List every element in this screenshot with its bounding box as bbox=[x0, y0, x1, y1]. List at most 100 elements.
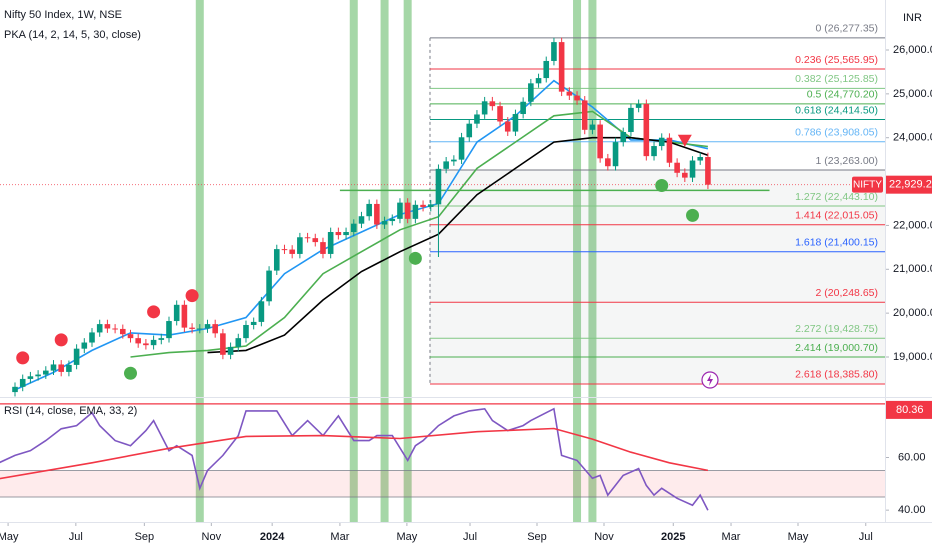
rsi-label: RSI (14, close, EMA, 33, 2) bbox=[4, 405, 137, 417]
candle-body bbox=[658, 137, 665, 147]
candle-body bbox=[243, 324, 249, 339]
candle-body bbox=[381, 221, 388, 225]
alert-icon[interactable] bbox=[701, 371, 719, 389]
candle-body bbox=[312, 238, 319, 243]
signal-dot bbox=[147, 305, 161, 319]
candle-body bbox=[612, 142, 619, 167]
candle-body bbox=[166, 321, 172, 339]
x-tick-label: Nov bbox=[202, 531, 222, 543]
candle-body bbox=[135, 338, 141, 344]
candle-body bbox=[497, 106, 503, 122]
fib-level-label: 2 (20,248.65) bbox=[816, 287, 878, 299]
candle-body bbox=[58, 364, 65, 372]
rsi-level-label: 80.36 bbox=[896, 404, 924, 416]
rsi-panel: 80.36 40.00 60.00 May Jul Sep Nov 2024 Mar May Jul… bbox=[0, 400, 932, 543]
x-tick-label: May bbox=[0, 531, 19, 543]
candle-body bbox=[605, 158, 611, 167]
candle-body bbox=[196, 328, 203, 330]
candle-body bbox=[643, 103, 650, 157]
signal-triangle bbox=[677, 134, 692, 147]
candle-body bbox=[343, 232, 349, 236]
y-tick-label: 40.00 bbox=[898, 504, 926, 516]
symbol-tag-label: NIFTY bbox=[853, 179, 882, 190]
highlight-band bbox=[403, 0, 412, 522]
signal-dot bbox=[185, 289, 199, 303]
candle-body bbox=[320, 242, 326, 254]
candle-body bbox=[143, 343, 149, 346]
y-tick-label: 22,000.00 bbox=[893, 219, 932, 231]
symbol-tag bbox=[852, 176, 883, 193]
candle-body bbox=[66, 364, 72, 372]
candle-body bbox=[73, 348, 80, 365]
candle-body bbox=[104, 324, 111, 329]
candle-body bbox=[27, 376, 34, 379]
signal-dot bbox=[655, 179, 669, 193]
candle-body bbox=[427, 204, 434, 208]
candle-body bbox=[158, 338, 165, 340]
candle-body bbox=[112, 328, 118, 330]
candle-body bbox=[374, 203, 380, 225]
y-tick-label: 25,000.00 bbox=[893, 88, 932, 100]
x-tick-label: Sep bbox=[527, 531, 547, 543]
candle-body bbox=[273, 249, 280, 271]
candle-body bbox=[96, 324, 103, 333]
candle-body bbox=[628, 107, 634, 133]
fib-level-label: 0 (26,277.35) bbox=[816, 23, 878, 35]
x-tick-label: 2024 bbox=[260, 531, 285, 543]
candle-body bbox=[258, 301, 265, 322]
candle-body bbox=[150, 339, 157, 346]
candle-body bbox=[635, 103, 642, 108]
x-tick-label: 2025 bbox=[661, 531, 685, 543]
highlight-band bbox=[573, 0, 582, 522]
candle-body bbox=[558, 42, 565, 92]
series-line bbox=[130, 110, 708, 358]
x-tick-label: Jul bbox=[69, 531, 83, 543]
chart-title: Nifty 50 Index, 1W, NSE bbox=[4, 9, 122, 21]
y-tick-label: 19,000.00 bbox=[893, 351, 932, 363]
candle-body bbox=[420, 204, 426, 208]
candle-body bbox=[35, 374, 41, 377]
fib-level-label: 0.618 (24,414.50) bbox=[795, 104, 878, 116]
rsi-level-tag bbox=[886, 400, 932, 419]
x-tick-label: Mar bbox=[330, 531, 349, 543]
candle-body bbox=[666, 137, 673, 163]
x-tick-label: Sep bbox=[135, 531, 155, 543]
candle-body bbox=[481, 101, 488, 115]
candle-body bbox=[705, 157, 711, 185]
candle-body bbox=[574, 95, 580, 101]
series-line bbox=[0, 427, 709, 480]
candle-body bbox=[597, 124, 603, 159]
candle-body bbox=[181, 304, 188, 328]
alert-bolt[interactable] bbox=[707, 374, 713, 386]
candle-body bbox=[528, 83, 534, 102]
fib-level-label: 0.382 (25,125.85) bbox=[795, 73, 878, 85]
candle-body bbox=[89, 332, 95, 343]
candle-body bbox=[327, 232, 334, 254]
x-tick-label: Mar bbox=[722, 531, 741, 543]
candle-body bbox=[227, 346, 234, 355]
fib-level-label: 1.272 (22,443.10) bbox=[795, 191, 878, 203]
highlight-band bbox=[380, 0, 389, 522]
price-panel: 19,000.0020,000.0021,000.0022,000.0023,0… bbox=[0, 23, 932, 397]
candle-body bbox=[350, 223, 357, 233]
candle-body bbox=[504, 121, 511, 132]
x-tick-label: Jul bbox=[463, 531, 477, 543]
x-tick-label: May bbox=[397, 531, 418, 543]
y-tick-label: 60.00 bbox=[898, 451, 926, 463]
highlight-band bbox=[349, 0, 358, 522]
candle-body bbox=[43, 370, 49, 375]
fib-level-label: 0.5 (24,770.20) bbox=[807, 89, 878, 101]
signal-dot bbox=[408, 251, 422, 265]
candle-body bbox=[435, 168, 442, 205]
price-tag bbox=[886, 175, 932, 194]
x-tick-label: May bbox=[788, 531, 809, 543]
highlight-band bbox=[588, 0, 597, 522]
candle-body bbox=[235, 338, 242, 347]
candle-body bbox=[551, 42, 557, 61]
candle-body bbox=[474, 114, 480, 124]
candle-body bbox=[651, 146, 657, 157]
candle-body bbox=[281, 249, 288, 251]
